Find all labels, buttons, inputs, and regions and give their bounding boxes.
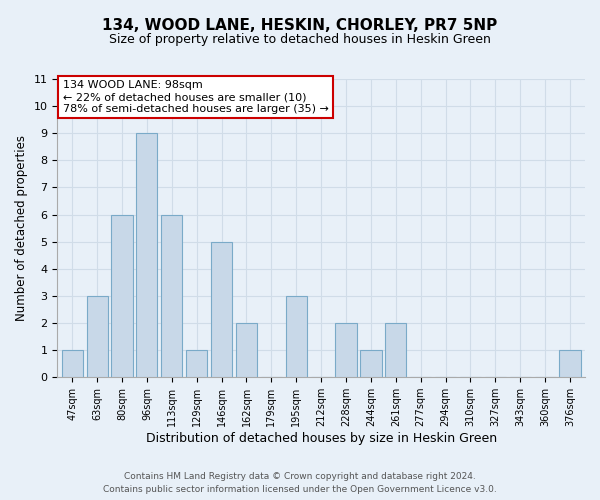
Text: Contains HM Land Registry data © Crown copyright and database right 2024.: Contains HM Land Registry data © Crown c… [124, 472, 476, 481]
Text: 134 WOOD LANE: 98sqm
← 22% of detached houses are smaller (10)
78% of semi-detac: 134 WOOD LANE: 98sqm ← 22% of detached h… [62, 80, 328, 114]
Bar [335, 323, 356, 377]
Text: Contains public sector information licensed under the Open Government Licence v3: Contains public sector information licen… [103, 485, 497, 494]
Bar [385, 323, 406, 377]
Bar [62, 350, 83, 377]
Text: 134, WOOD LANE, HESKIN, CHORLEY, PR7 5NP: 134, WOOD LANE, HESKIN, CHORLEY, PR7 5NP [103, 18, 497, 32]
Bar [112, 214, 133, 377]
Bar [136, 133, 157, 377]
Bar [186, 350, 207, 377]
Text: Size of property relative to detached houses in Heskin Green: Size of property relative to detached ho… [109, 32, 491, 46]
Bar [86, 296, 107, 377]
Bar [361, 350, 382, 377]
Y-axis label: Number of detached properties: Number of detached properties [15, 135, 28, 321]
Bar [236, 323, 257, 377]
Bar [161, 214, 182, 377]
Bar [286, 296, 307, 377]
X-axis label: Distribution of detached houses by size in Heskin Green: Distribution of detached houses by size … [146, 432, 497, 445]
Bar [559, 350, 581, 377]
Bar [211, 242, 232, 377]
